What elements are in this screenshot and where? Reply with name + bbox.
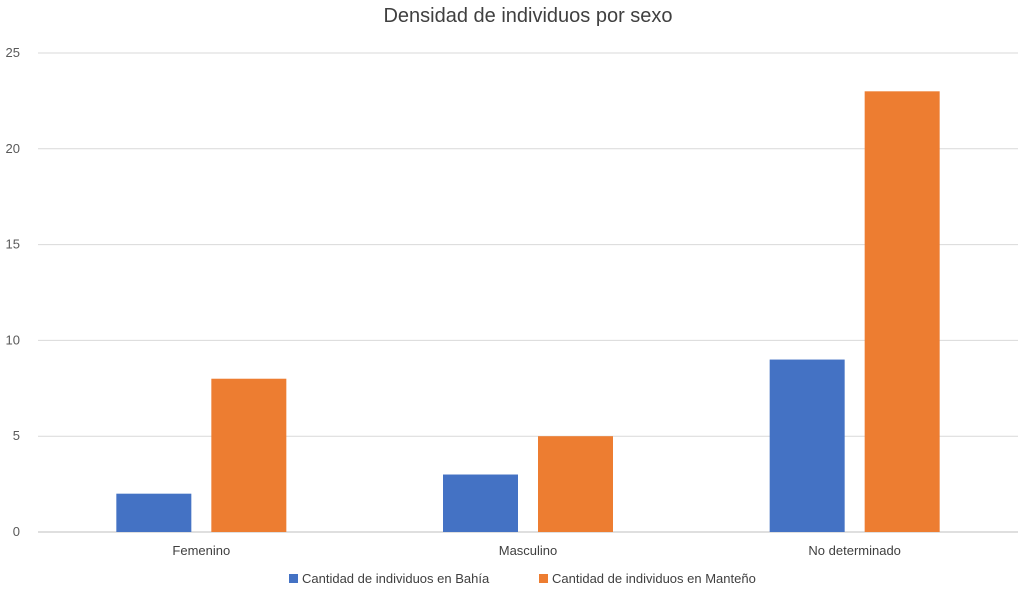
bars <box>116 91 940 532</box>
y-tick-label: 10 <box>6 332 20 347</box>
legend: Cantidad de individuos en Bahía Cantidad … <box>289 571 756 586</box>
legend-swatch <box>289 574 298 583</box>
x-tick-label: Femenino <box>172 543 230 558</box>
legend-swatch <box>539 574 548 583</box>
bar-masculino-series-1 <box>443 474 518 532</box>
y-tick-label: 5 <box>13 428 20 443</box>
bar-no-determinado-series-2 <box>864 91 940 532</box>
y-axis-ticks: 0 5 10 15 20 25 <box>6 45 20 539</box>
y-tick-label: 20 <box>6 141 20 156</box>
y-tick-label: 25 <box>6 45 20 60</box>
x-tick-label: No determinado <box>808 543 901 558</box>
legend-label: Cantidad de individuos en Bahía <box>302 571 490 586</box>
y-tick-label: 15 <box>6 237 20 252</box>
bar-no-determinado-series-1 <box>769 359 845 532</box>
bar-femenino-series-2 <box>211 378 287 532</box>
x-axis-ticks: Femenino Masculino No determinado <box>172 543 900 558</box>
x-tick-label: Masculino <box>499 543 558 558</box>
bar-masculino-series-2 <box>538 436 613 532</box>
legend-label: Cantidad de individuos en Manteño <box>552 571 756 586</box>
y-tick-label: 0 <box>13 524 20 539</box>
chart-title: Densidad de individuos por sexo <box>383 5 672 27</box>
gridlines <box>38 52 1018 533</box>
bar-femenino-series-1 <box>116 493 192 532</box>
